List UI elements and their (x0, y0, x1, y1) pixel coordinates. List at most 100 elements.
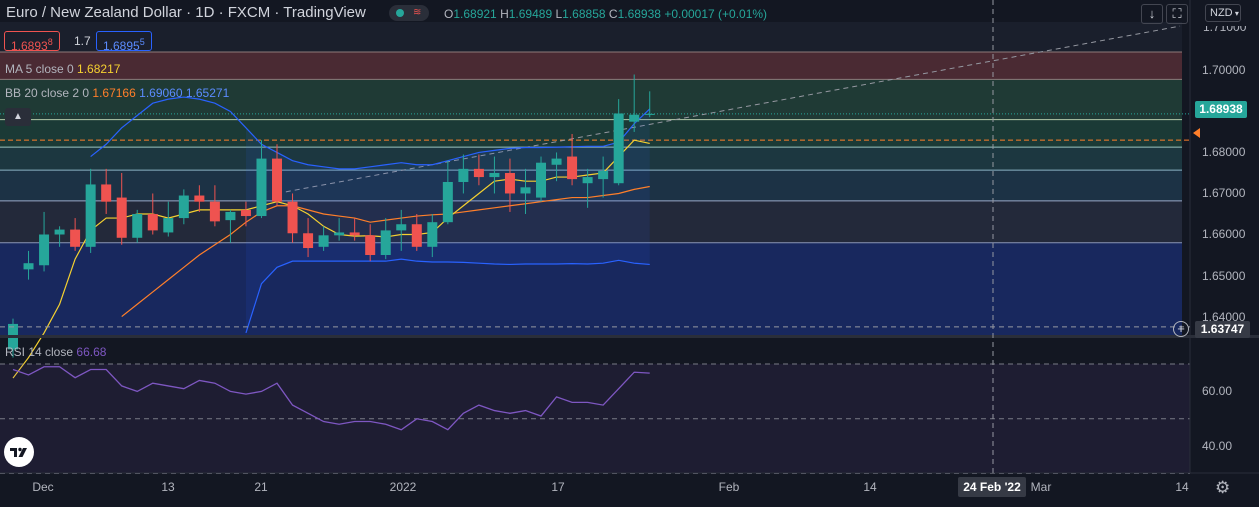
rsi-tick-label: 60.00 (1202, 384, 1233, 399)
price-tick-top: 1.71000 (1203, 20, 1247, 34)
candle-body-1 (23, 263, 34, 270)
time-tick-label: 21 (254, 480, 268, 494)
bb-basis-value: 1.67166 (92, 86, 136, 100)
ma-legend[interactable]: MA 5 close 0 1.68217 (5, 62, 120, 76)
change-value: +0.00017 (+0.01%) (664, 7, 768, 21)
price-tick-label: 1.67000 (1202, 186, 1246, 201)
candle-body-26 (411, 224, 422, 247)
candle-body-33 (520, 187, 531, 194)
candle-body-32 (504, 172, 515, 194)
candle-body-16 (256, 158, 267, 217)
candle-body-30 (473, 168, 484, 178)
candle-body-37 (582, 177, 593, 184)
bb-lower-line (245, 258, 650, 334)
level-zone-2 (0, 79, 1182, 120)
bb-legend[interactable]: BB 20 close 2 0 1.67166 1.69060 1.65271 (5, 86, 229, 100)
candle-body-10 (163, 218, 174, 233)
spread-value: 1.7 (74, 34, 91, 48)
candle-body-15 (240, 209, 251, 217)
candle-body-39 (613, 113, 624, 184)
currency-selector[interactable]: NZD ▾ (1205, 4, 1241, 22)
symbol-title[interactable]: Euro / New Zealand Dollar · 1D · FXCM · … (6, 4, 366, 21)
chevron-down-icon: ▾ (1232, 9, 1239, 18)
price-tick-label: 1.70000 (1202, 63, 1246, 78)
time-tick-label: 17 (551, 480, 565, 494)
sell-price-pip: 8 (47, 37, 53, 47)
low-label: L (555, 7, 563, 21)
sell-button[interactable]: 1.68938 (4, 31, 60, 53)
trend-line (276, 25, 1181, 194)
bb-label: BB 20 close 2 0 (5, 86, 90, 100)
crosshair-date-label: 24 Feb '22 (958, 477, 1026, 497)
level-zone-3 (0, 119, 1182, 148)
candle-body-36 (567, 156, 578, 180)
candle-body-31 (489, 172, 500, 178)
time-tick-label: 2022 (389, 480, 417, 494)
bb-lower-value: 1.65271 (185, 86, 230, 100)
buy-button[interactable]: 1.68955 (96, 31, 152, 53)
collapse-legend-button[interactable]: ▲ (5, 108, 31, 126)
candle-body-23 (365, 235, 376, 256)
candle-body-12 (194, 195, 205, 202)
candle-body-2 (39, 234, 50, 266)
candle-body-19 (303, 233, 314, 249)
candle-body-4 (70, 229, 81, 247)
time-tick-label: Dec (32, 480, 54, 494)
close-value: 1.68938 (617, 7, 661, 21)
price-tick-label: 1.66000 (1202, 227, 1246, 242)
rsi-line (12, 366, 650, 431)
bb-upper-value: 1.69060 (139, 86, 183, 100)
close-label: C (608, 7, 618, 21)
menu-icon: ≋ (413, 7, 422, 18)
level-zone-0 (0, 22, 1182, 52)
candle-body-38 (598, 170, 609, 180)
level-zone-4 (0, 147, 1182, 171)
rsi-legend[interactable]: RSI 14 close 66.68 (5, 345, 106, 359)
add-plus-icon[interactable]: + (1173, 321, 1189, 337)
rsi-label: RSI 14 close (5, 345, 74, 359)
candle-body-8 (132, 213, 143, 238)
price-tick-label: 1.65000 (1202, 268, 1246, 283)
crosshair-price-label: 1.63747 (1195, 321, 1250, 338)
price-tick-label: 1.68000 (1202, 145, 1246, 160)
candle-body-20 (318, 235, 329, 247)
buy-price: 1.6895 (103, 39, 140, 53)
candle-body-28 (442, 181, 453, 223)
candle-body-7 (116, 197, 127, 238)
candle-body-9 (147, 213, 158, 231)
sell-price: 1.6893 (11, 39, 48, 53)
high-value: 1.69489 (508, 7, 553, 21)
price-tick-label: 1.64000 (1202, 309, 1246, 324)
fullscreen-button[interactable]: ⛶ (1166, 4, 1188, 24)
low-value: 1.68858 (562, 7, 606, 21)
currency-label: NZD (1210, 7, 1233, 19)
candle-body-34 (536, 162, 547, 198)
candle-body-25 (396, 224, 407, 231)
chevron-up-icon: ▲ (13, 111, 23, 122)
candle-body-13 (209, 201, 220, 222)
rsi-value: 66.68 (76, 345, 107, 359)
candle-body-40 (629, 114, 640, 122)
level-zone-1 (0, 51, 1182, 80)
alert-marker-icon (1193, 128, 1200, 138)
candle-body-29 (458, 168, 469, 182)
time-tick-label: 13 (161, 480, 175, 494)
time-tick-label: Mar (1030, 480, 1052, 494)
candle-body-27 (427, 222, 438, 247)
tradingview-logo-icon[interactable] (4, 437, 34, 467)
candle-body-35 (551, 158, 562, 165)
rsi-tick-label: 40.00 (1202, 439, 1233, 454)
buy-price-pip: 5 (139, 37, 145, 47)
candle-body-17 (272, 158, 283, 202)
candle-body-5 (85, 184, 96, 247)
scroll-to-latest-button[interactable]: ↓ (1141, 4, 1163, 24)
time-tick-label: Feb (718, 480, 740, 494)
settings-gear-icon[interactable]: ⚙ (1215, 478, 1231, 497)
level-zone-6 (0, 200, 1182, 243)
bb-upper-line (90, 96, 651, 170)
candle-body-3 (54, 229, 65, 235)
ohlc-readout: O1.68921 H1.69489 L1.68858 C1.68938 +0.0… (444, 7, 767, 21)
candle-body-6 (101, 184, 112, 202)
